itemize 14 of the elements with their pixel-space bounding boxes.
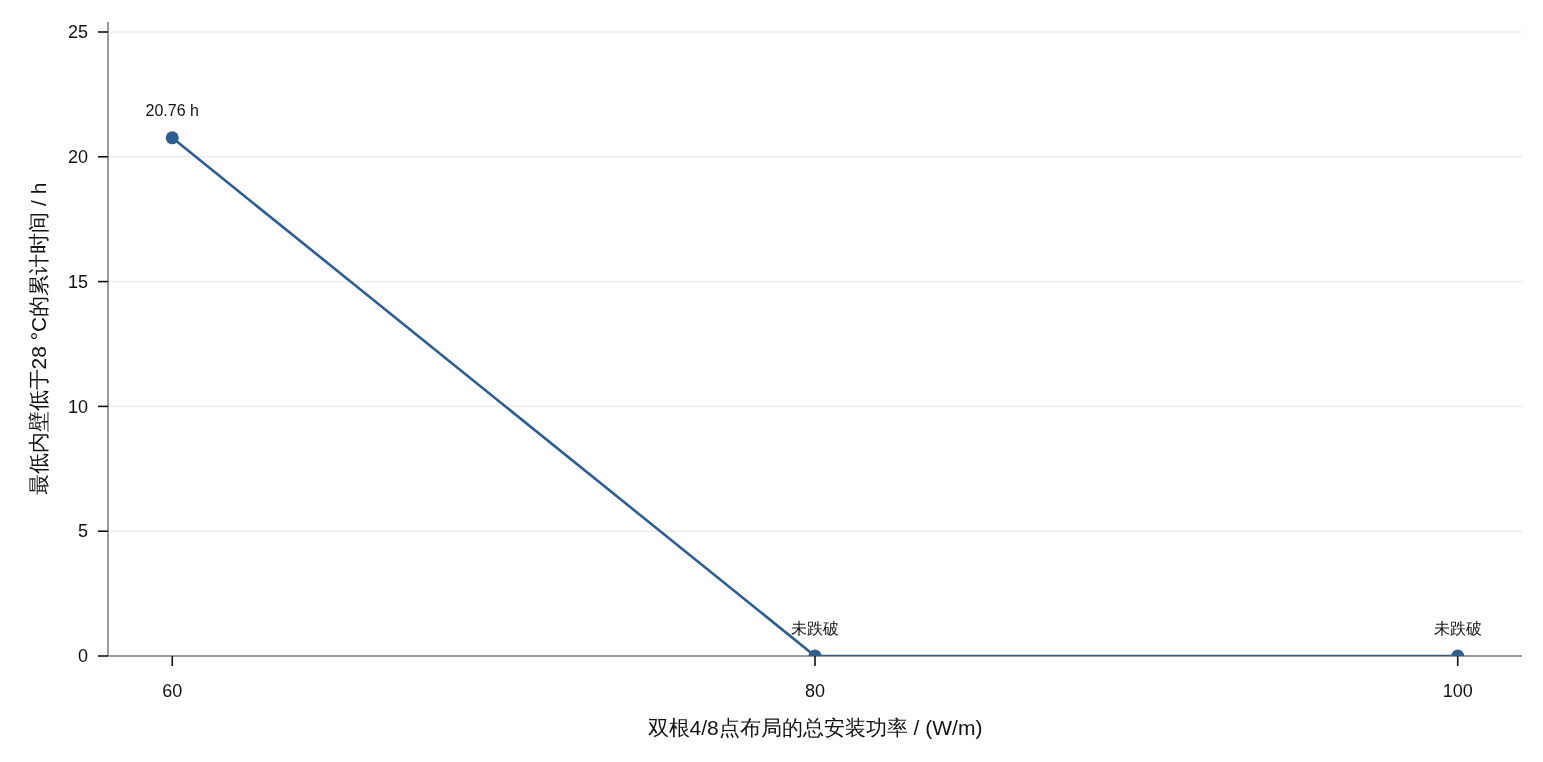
y-tick-label: 5 [77, 521, 88, 542]
x-tick-label: 100 [1442, 681, 1473, 701]
x-tick-label: 60 [162, 681, 183, 701]
x-axis-title: 双根4/8点布局的总安装功率 / (W/m) [647, 716, 983, 739]
y-axis-title: 最低内壁低于28 °C的累计时间 / h [27, 182, 50, 496]
y-tick-label: 20 [67, 147, 88, 168]
x-tick-label: 80 [804, 681, 826, 701]
y-tick-label: 15 [67, 271, 88, 292]
y-tick-label: 10 [67, 396, 88, 417]
data-label: 未跌破 [791, 620, 839, 637]
data-label: 20.76 h [145, 101, 199, 119]
y-tick-label: 0 [77, 646, 88, 667]
data-label: 未跌破 [1433, 620, 1482, 637]
y-tick-label: 25 [67, 22, 88, 43]
